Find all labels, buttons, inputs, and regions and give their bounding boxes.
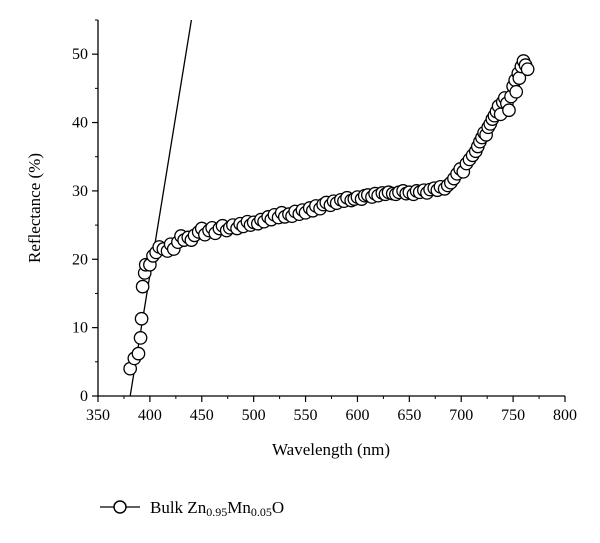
x-tick-label: 650 bbox=[397, 407, 421, 424]
legend-label-mid: Mn bbox=[227, 498, 251, 517]
legend-label: Bulk Zn0.95Mn0.05O bbox=[150, 498, 284, 519]
x-tick-label: 550 bbox=[294, 407, 318, 424]
data-point bbox=[133, 331, 148, 345]
x-tick-label: 800 bbox=[553, 407, 577, 424]
legend-label-suffix: O bbox=[272, 498, 284, 517]
data-points bbox=[123, 54, 535, 376]
axes: 350 400 450 500 550 600 650 700 750 800 0 10 20 30 40 5… bbox=[72, 19, 577, 424]
x-tick-label: 600 bbox=[345, 407, 369, 424]
y-tick-label: 0 bbox=[80, 388, 88, 405]
x-axis-title: Wavelength (nm) bbox=[272, 440, 390, 459]
x-tick-label: 450 bbox=[190, 407, 214, 424]
data-point bbox=[131, 346, 146, 361]
x-tick-label: 700 bbox=[449, 407, 473, 424]
legend-marker-sample bbox=[113, 500, 127, 514]
x-tick-label: 400 bbox=[138, 407, 162, 424]
y-tick-label: 30 bbox=[72, 183, 88, 200]
y-axis-title: Reflectance (%) bbox=[25, 153, 44, 263]
data-point bbox=[502, 103, 516, 118]
legend: Bulk Zn0.95Mn0.05O bbox=[100, 498, 284, 519]
y-tick-label: 20 bbox=[72, 251, 88, 268]
data-point bbox=[135, 279, 150, 294]
y-tick-label: 40 bbox=[72, 115, 88, 132]
x-tick-label: 500 bbox=[242, 407, 266, 424]
x-tick-label: 350 bbox=[86, 407, 110, 424]
y-tick-label: 10 bbox=[72, 320, 88, 337]
legend-label-prefix: Bulk Zn bbox=[150, 498, 207, 517]
legend-label-sub1: 0.95 bbox=[206, 505, 227, 519]
legend-label-sub2: 0.05 bbox=[251, 505, 272, 519]
data-point bbox=[134, 311, 149, 326]
data-point bbox=[509, 84, 524, 99]
x-tick-label: 750 bbox=[501, 407, 525, 424]
data-point bbox=[520, 62, 535, 77]
y-tick-label: 50 bbox=[72, 46, 88, 63]
